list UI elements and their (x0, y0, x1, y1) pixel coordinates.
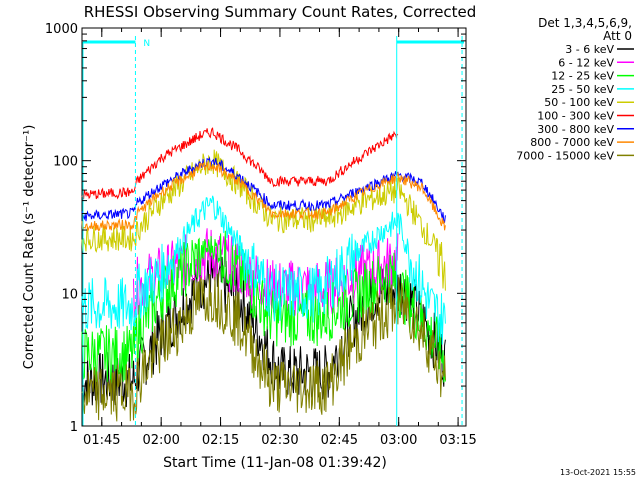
y-tick-label: 1 (70, 420, 78, 435)
y-axis: 1 10 100 1000 (45, 22, 466, 435)
legend-label: 7000 - 15000 keV (516, 149, 614, 162)
x-tick-label: 02:15 (202, 433, 239, 448)
legend-header-line2: Att 0 (603, 29, 632, 43)
x-tick-label: 02:30 (261, 433, 298, 448)
x-axis: 01:45 02:00 02:15 02:30 02:45 03:00 03:15 (83, 28, 477, 448)
x-tick-label: 03:00 (380, 433, 417, 448)
legend-header-line1: Det 1,3,4,5,6,9, (538, 16, 632, 30)
y-tick-label: 100 (53, 155, 78, 170)
series-line (81, 127, 399, 200)
x-axis-label: Start Time (11-Jan-08 01:39:42) (163, 455, 387, 471)
legend-label: 300 - 800 keV (537, 123, 614, 136)
footer-date: 13-Oct-2021 15:55 (560, 468, 636, 477)
y-tick-label: 1000 (45, 22, 78, 37)
x-tick-label: 02:00 (142, 433, 179, 448)
y-axis-label: Corrected Count Rate (s⁻¹ detector⁻¹) (22, 125, 37, 370)
overlay-layer: N (82, 36, 464, 426)
legend-label: 25 - 50 keV (551, 83, 614, 96)
series-line (81, 195, 446, 345)
series-line (81, 272, 446, 422)
series-line (81, 156, 446, 224)
legend-label: 50 - 100 keV (544, 96, 614, 109)
x-tick-label: 01:45 (83, 433, 120, 448)
series-line (81, 230, 446, 383)
night-marker-label: N (143, 39, 150, 49)
chart-title: RHESSI Observing Summary Count Rates, Co… (84, 3, 477, 21)
legend-label: 3 - 6 keV (565, 43, 614, 56)
y-tick-label: 10 (61, 287, 78, 302)
x-tick-label: 02:45 (321, 433, 358, 448)
legend-label: 12 - 25 keV (551, 70, 614, 83)
legend-label: 100 - 300 keV (537, 110, 614, 123)
legend-label: 6 - 12 keV (558, 56, 614, 69)
series-line (81, 149, 446, 291)
series-layer (81, 127, 446, 422)
x-tick-label: 03:15 (439, 433, 476, 448)
series-line (81, 161, 446, 232)
legend-label: 800 - 7000 keV (530, 136, 614, 149)
